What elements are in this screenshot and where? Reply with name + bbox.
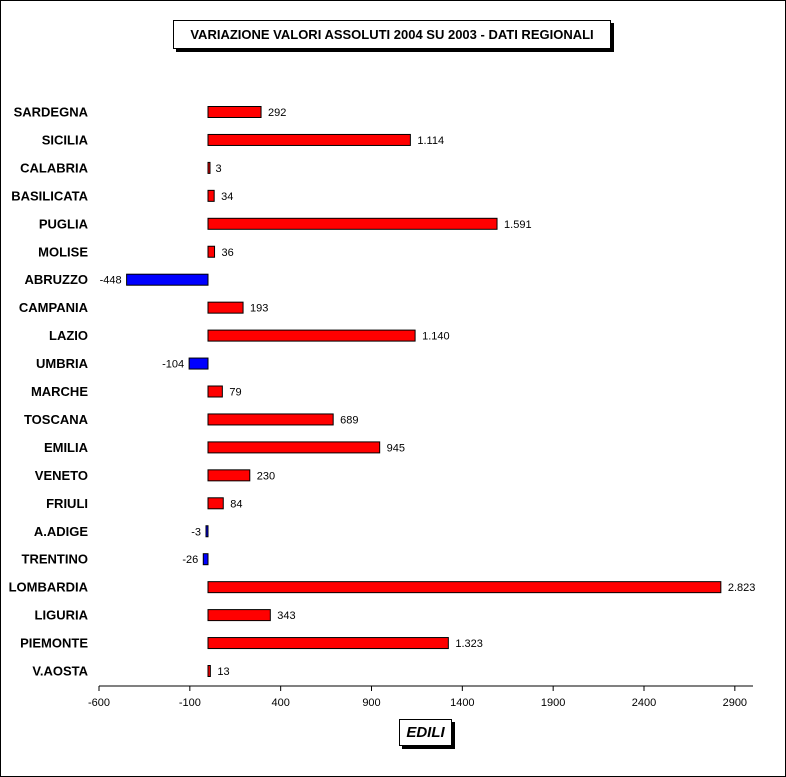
value-label: -104	[162, 359, 184, 371]
value-label: 13	[217, 666, 229, 678]
data-bar	[207, 581, 722, 594]
value-label: -26	[182, 554, 198, 566]
value-label: 3	[216, 163, 222, 175]
data-bar	[207, 189, 215, 202]
category-label: LIGURIA	[35, 608, 89, 623]
x-tick-label: 2400	[632, 697, 656, 709]
value-label: 36	[222, 247, 234, 259]
category-label: ABRUZZO	[24, 272, 88, 287]
category-label: LAZIO	[49, 328, 88, 343]
category-label: SARDEGNA	[14, 105, 89, 120]
category-label: FRIULI	[46, 496, 88, 511]
data-bar	[207, 441, 381, 454]
value-label: 343	[277, 610, 295, 622]
category-label: A.ADIGE	[34, 524, 89, 539]
value-label: 193	[250, 303, 268, 315]
data-bar	[207, 106, 262, 118]
value-label: 1.323	[455, 638, 483, 650]
data-bar	[207, 161, 211, 174]
category-label: TOSCANA	[24, 412, 89, 427]
category-label: MARCHE	[31, 384, 88, 399]
x-tick-label: 400	[271, 697, 289, 709]
chart-title: VARIAZIONE VALORI ASSOLUTI 2004 SU 2003 …	[173, 20, 611, 49]
value-label: 79	[229, 387, 241, 399]
value-label: -448	[100, 275, 122, 287]
data-bar	[207, 385, 223, 398]
value-label: 1.140	[422, 331, 450, 343]
category-label: EMILIA	[44, 440, 89, 455]
data-bar	[126, 273, 209, 286]
category-label: LOMBARDIA	[9, 580, 89, 595]
category-label: CAMPANIA	[19, 300, 89, 315]
category-label: CALABRIA	[20, 160, 88, 175]
category-label: MOLISE	[38, 244, 88, 259]
x-tick-label: 1400	[450, 697, 474, 709]
data-bar	[207, 497, 224, 510]
value-label: 2.823	[728, 582, 756, 594]
data-bar	[188, 357, 209, 370]
category-label: PUGLIA	[39, 216, 89, 231]
data-bar	[207, 217, 498, 230]
data-bar	[207, 245, 216, 258]
value-label: 34	[221, 191, 233, 203]
x-tick-label: 1900	[541, 697, 565, 709]
category-label: TRENTINO	[22, 552, 88, 567]
category-label: BASILICATA	[11, 188, 88, 203]
data-bar	[207, 665, 211, 677]
category-label: PIEMONTE	[20, 636, 88, 651]
data-bar	[207, 133, 411, 146]
data-bar	[207, 329, 416, 342]
value-label: 1.591	[504, 219, 532, 231]
value-label: 230	[257, 470, 275, 482]
x-tick-label: -600	[88, 697, 110, 709]
data-bar	[205, 525, 209, 538]
value-label: 689	[340, 414, 358, 426]
data-bar	[207, 413, 334, 426]
value-label: -3	[191, 526, 201, 538]
x-tick-label: 900	[362, 697, 380, 709]
x-tick-label: -100	[179, 697, 201, 709]
category-label: UMBRIA	[36, 356, 89, 371]
category-label: V.AOSTA	[32, 664, 88, 679]
data-bar	[207, 637, 449, 650]
category-label: SICILIA	[42, 132, 89, 147]
value-label: 1.114	[417, 135, 444, 147]
x-tick-label: 2900	[723, 697, 747, 709]
data-bar	[207, 301, 244, 314]
data-bar	[207, 609, 271, 622]
category-label: VENETO	[35, 468, 88, 483]
value-label: 84	[230, 498, 242, 510]
value-label: 292	[268, 107, 286, 119]
value-label: 945	[387, 442, 405, 454]
data-bar	[202, 553, 209, 566]
data-bar	[207, 469, 251, 482]
x-axis-label: EDILI	[399, 719, 452, 746]
